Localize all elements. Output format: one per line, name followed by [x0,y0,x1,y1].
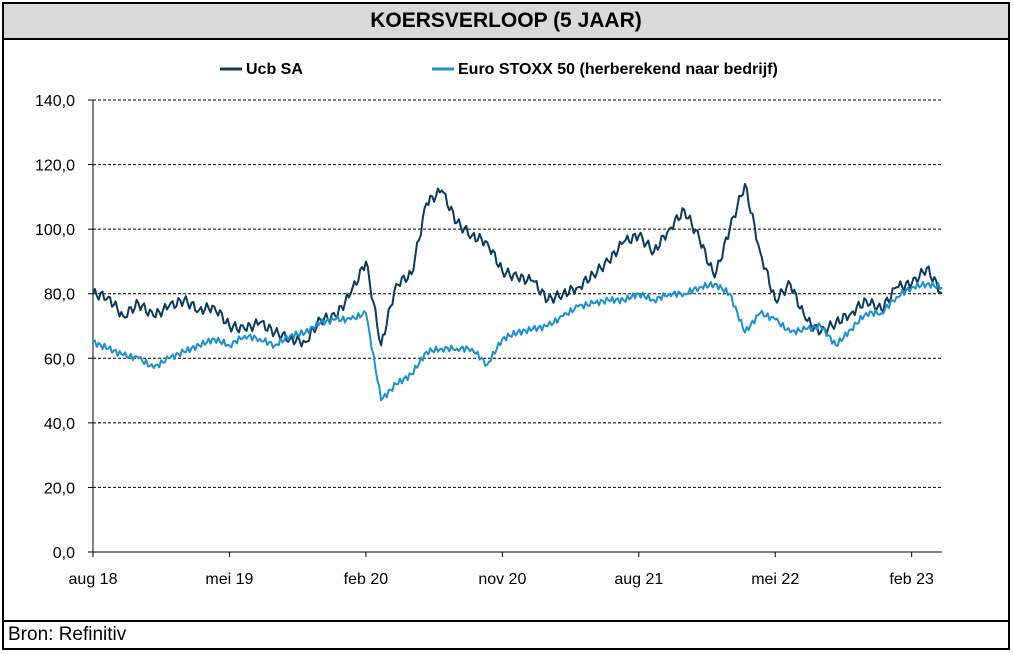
legend-label: Ucb SA [246,61,303,78]
x-tick-label: nov 20 [478,571,526,588]
y-tick-label: 120,0 [35,158,75,175]
x-tick-label: feb 23 [889,571,934,588]
y-tick-label: 0,0 [53,545,75,562]
x-tick-label: mei 22 [751,571,799,588]
source-note: Bron: Refinitiv [4,620,1008,648]
x-tick-labels: aug 18 mei 19 feb 20 nov 20 aug 21 mei 22 feb … [69,571,934,588]
grid-lines [93,99,942,488]
x-tick-label: aug 18 [69,571,118,588]
y-tick-label: 20,0 [44,480,75,497]
x-tick-label: feb 20 [344,571,389,588]
y-tick-label: 100,0 [35,222,75,239]
y-tick-label: 140,0 [35,93,75,110]
y-tick-labels: 0,0 20,0 40,0 60,0 80,0 100,0 120,0 140,0 [35,93,75,562]
x-tick-label: mei 19 [205,571,253,588]
chart-title: KOERSVERLOOP (5 JAAR) [4,4,1008,40]
y-tick-label: 40,0 [44,416,75,433]
series-line-stoxx [92,281,943,402]
legend: Ucb SA Euro STOXX 50 (herberekend naar be… [220,61,778,78]
x-tick-label: aug 21 [614,571,663,588]
series-line-ucb [92,182,943,348]
y-tick-label: 60,0 [44,351,75,368]
legend-label: Euro STOXX 50 (herberekend naar bedrijf) [458,61,778,78]
y-tick-label: 80,0 [44,287,75,304]
series-lines [92,182,943,402]
axes [88,99,942,557]
